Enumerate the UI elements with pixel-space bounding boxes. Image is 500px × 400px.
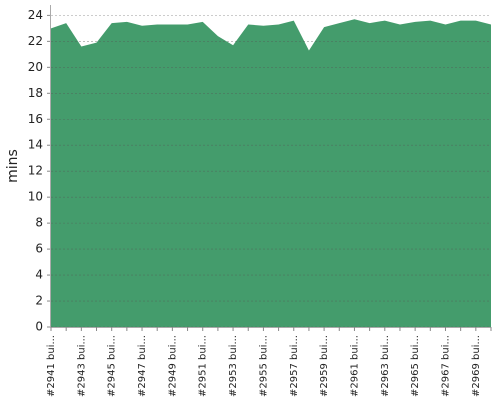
x-tick-label: #2941 bui... — [46, 335, 57, 397]
y-tick-label: 24 — [28, 8, 43, 22]
y-tick-label: 10 — [28, 190, 43, 204]
area — [51, 19, 491, 328]
x-tick-label: #2969 bui... — [471, 335, 482, 397]
y-tick-label: 16 — [28, 112, 43, 126]
y-tick-label: 20 — [28, 60, 43, 74]
y-tick-label: 18 — [28, 86, 43, 100]
x-tick-label: #2963 bui... — [380, 335, 391, 397]
x-tick-label: #2953 bui... — [228, 335, 239, 397]
y-tick-label: 14 — [28, 138, 43, 152]
x-tick-label: #2967 bui... — [440, 335, 451, 397]
x-tick-label: #2949 bui... — [167, 335, 178, 397]
x-tick-label: #2965 bui... — [410, 335, 421, 397]
y-tick-label: 4 — [35, 268, 43, 282]
y-tick-label: 2 — [35, 294, 43, 308]
x-tick-label: #2961 bui... — [349, 335, 360, 397]
y-tick-label: 0 — [35, 320, 43, 334]
x-tick-label: #2957 bui... — [289, 335, 300, 397]
y-tick-label: 22 — [28, 34, 43, 48]
y-tick-label: 6 — [35, 242, 43, 256]
y-axis-label: mins — [5, 149, 21, 183]
x-tick-label: #2951 bui... — [198, 335, 209, 397]
x-tick-label: #2959 bui... — [319, 335, 330, 397]
y-tick-label: 8 — [35, 216, 43, 230]
x-tick-label: #2943 bui... — [76, 335, 87, 397]
x-tick-label: #2945 bui... — [107, 335, 118, 397]
x-tick-label: #2955 bui... — [258, 335, 269, 397]
x-tick-label: #2947 bui... — [137, 335, 148, 397]
y-tick-label: 12 — [28, 164, 43, 178]
